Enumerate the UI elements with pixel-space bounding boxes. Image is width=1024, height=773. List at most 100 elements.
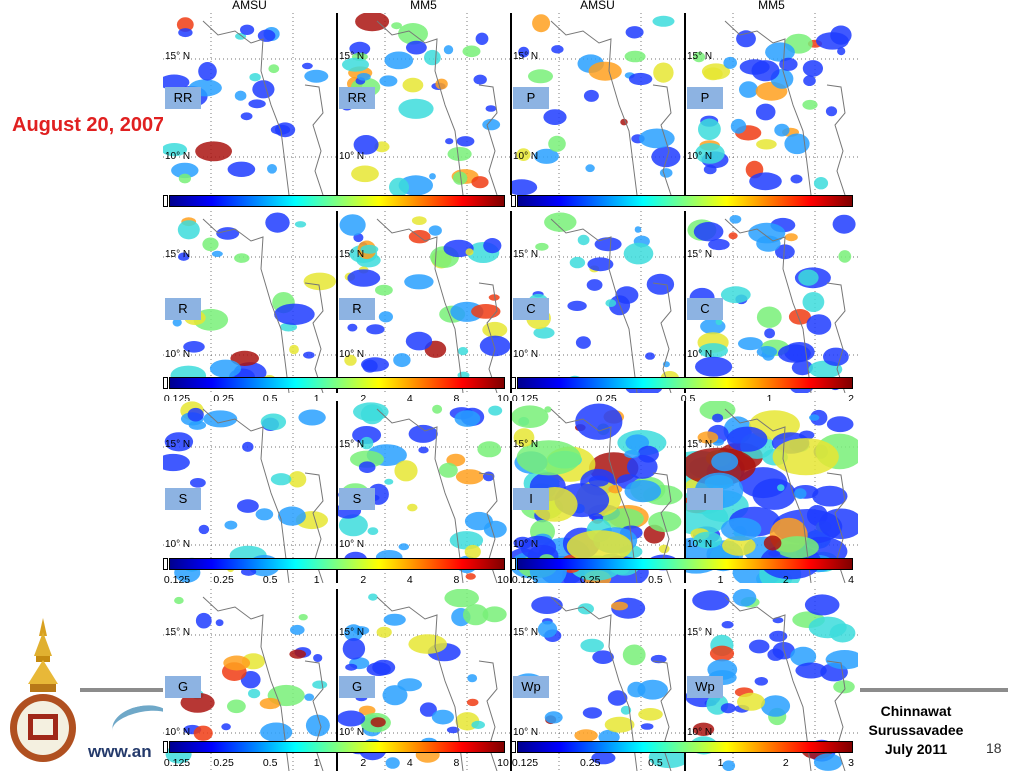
latitude-label: 15° N (687, 51, 713, 62)
latitude-label: 10° N (513, 349, 539, 360)
map-plot (685, 211, 858, 393)
colorbar (517, 195, 853, 207)
colorbar-tick-label: 0.25 (213, 757, 234, 769)
panel-divider (336, 401, 338, 583)
author-block: Chinnawat Surussavadee July 2011 (856, 702, 976, 759)
panel-divider (684, 13, 686, 195)
variable-tag: C (687, 298, 723, 320)
colorbar (517, 558, 853, 570)
latitude-label: 15° N (339, 439, 365, 450)
latitude-label: 10° N (513, 727, 539, 738)
colorbar-tick-label: 10 (497, 757, 509, 769)
latitude-label: 10° N (339, 539, 365, 550)
colorbar (169, 377, 505, 389)
column-header: AMSU (232, 0, 267, 12)
colorbar-tick-label: 2 (848, 393, 854, 405)
colorbar-tick-label: 0.5 (262, 757, 278, 769)
colorbar-tick-label: 0.125 (511, 757, 539, 769)
colorbar-tick-label: 2 (782, 574, 789, 586)
colorbar-underflow-box (511, 195, 516, 207)
colorbar-tick-label: 0.125 (163, 757, 191, 769)
colorbar-tick-label: 1 (313, 757, 320, 769)
variable-tag: Wp (687, 676, 723, 698)
colorbar-tick-label: 10 (497, 393, 509, 405)
panel-divider (510, 589, 512, 771)
map-plot (511, 13, 684, 195)
colorbar-tick-label: 2 (360, 757, 367, 769)
colorbar (517, 377, 853, 389)
divider-line-left (80, 688, 164, 692)
colorbar (169, 558, 505, 570)
colorbar-tick-label: 1 (717, 757, 724, 769)
panel-divider (684, 211, 686, 393)
colorbar-tick-label: 0.125 (163, 574, 191, 586)
colorbar-tick-label: 4 (848, 574, 854, 586)
latitude-label: 15° N (165, 627, 191, 638)
latitude-label: 10° N (513, 539, 539, 550)
latitude-label: 15° N (513, 439, 539, 450)
column-header: AMSU (580, 0, 615, 12)
map-plot (685, 13, 858, 195)
colorbar-underflow-box (163, 558, 168, 570)
latitude-label: 10° N (339, 727, 365, 738)
colorbar-tick-label: 0.5 (262, 574, 278, 586)
latitude-label: 15° N (339, 627, 365, 638)
variable-tag: RR (339, 87, 375, 109)
latitude-label: 15° N (513, 51, 539, 62)
variable-tag: I (513, 488, 549, 510)
panel-divider (510, 401, 512, 583)
colorbar-tick-label: 0.125 (511, 574, 539, 586)
variable-tag: S (165, 488, 201, 510)
column-header: MM5 (758, 0, 785, 12)
presentation-date: July 2011 (884, 741, 948, 757)
latitude-label: 15° N (339, 249, 365, 260)
map-panel (337, 401, 510, 583)
latitude-label: 10° N (339, 349, 365, 360)
colorbar-underflow-box (511, 741, 516, 753)
colorbar-tick-label: 0.5 (648, 574, 663, 586)
latitude-label: 10° N (687, 539, 713, 550)
variable-tag: Wp (513, 676, 549, 698)
latitude-label: 15° N (339, 51, 365, 62)
map-plot (337, 13, 510, 195)
latitude-label: 10° N (687, 727, 713, 738)
colorbar (169, 741, 505, 753)
map-panel (685, 589, 858, 771)
variable-tag: S (339, 488, 375, 510)
latitude-label: 10° N (165, 727, 191, 738)
latitude-label: 15° N (513, 627, 539, 638)
latitude-label: 10° N (165, 151, 191, 162)
panel-divider (336, 589, 338, 771)
latitude-label: 10° N (165, 349, 191, 360)
colorbar-tick-label: 8 (453, 757, 460, 769)
panel-divider (336, 211, 338, 393)
latitude-label: 15° N (687, 627, 713, 638)
colorbar-underflow-box (511, 377, 516, 389)
variable-tag: RR (165, 87, 201, 109)
latitude-label: 10° N (339, 151, 365, 162)
colorbar-tick-label: 0.25 (213, 574, 234, 586)
variable-tag: R (339, 298, 375, 320)
panel-divider (510, 211, 512, 393)
precipitation-map-figure: AMSUMM5AMSUMM595° E100° E95° E100° E95° … (163, 0, 860, 771)
colorbar-tick-label: 8 (453, 393, 460, 405)
latitude-label: 15° N (513, 249, 539, 260)
website-url: www.an (88, 742, 152, 761)
slide-title: August 20, 2007 (12, 114, 165, 136)
variable-tag: G (165, 676, 201, 698)
latitude-label: 10° N (687, 151, 713, 162)
colorbar-tick-label: 8 (453, 574, 460, 586)
panel-divider (510, 13, 512, 195)
column-header: MM5 (410, 0, 437, 12)
colorbar-underflow-box (163, 195, 168, 207)
colorbar-tick-label: 1 (313, 574, 320, 586)
panel-divider (684, 401, 686, 583)
variable-tag: G (339, 676, 375, 698)
colorbar-tick-label: 10 (497, 574, 509, 586)
colorbar-tick-label: 1 (313, 393, 320, 405)
panel-divider (684, 589, 686, 771)
colorbar (517, 741, 853, 753)
colorbar-tick-label: 4 (406, 574, 413, 586)
colorbar (169, 195, 505, 207)
colorbar-underflow-box (511, 558, 516, 570)
